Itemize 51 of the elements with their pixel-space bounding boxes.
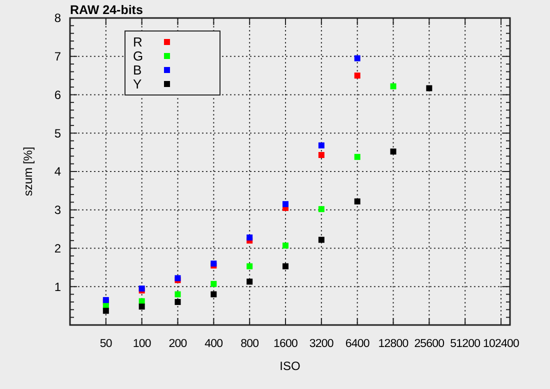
y-tick-label: 7 [54, 50, 62, 64]
point [282, 201, 289, 208]
x-tick-label: 800 [240, 338, 259, 350]
point [138, 298, 145, 304]
point [354, 198, 360, 204]
x-tick-label: 1600 [274, 338, 298, 350]
point [318, 236, 324, 243]
y-tick-label: 3 [54, 203, 62, 218]
chart-title: RAW 24-bits [70, 3, 143, 17]
x-tick-label: 400 [204, 338, 223, 350]
x-axis-title: ISO [280, 359, 300, 373]
point [282, 242, 289, 249]
x-tick-label: 25600 [414, 338, 444, 350]
x-tick-label: 200 [168, 338, 187, 350]
point [354, 72, 360, 79]
x-tick-label: 51200 [450, 338, 480, 350]
x-tick-label: 3200 [309, 338, 334, 350]
x-tick-label: 102400 [483, 338, 520, 350]
y-tick-label: 1 [54, 280, 62, 294]
legend-label: G [133, 48, 144, 64]
point [318, 152, 324, 158]
point [210, 291, 217, 298]
x-tick-label: 50 [100, 338, 112, 350]
point [390, 83, 396, 90]
y-tick-label: 2 [54, 241, 62, 256]
x-tick-label: 6400 [345, 338, 370, 350]
y-axis-title: szum [%] [21, 146, 35, 196]
point [354, 154, 360, 160]
point [246, 278, 253, 285]
x-tick-label: 12800 [378, 338, 408, 350]
point [390, 148, 396, 155]
point [246, 234, 253, 241]
y-tick-label: 4 [54, 164, 62, 179]
x-tick-label: 100 [132, 338, 151, 350]
y-tick-label: 6 [54, 88, 62, 102]
point [174, 298, 181, 305]
legend-label: B [133, 62, 142, 78]
point [246, 263, 253, 270]
point [102, 308, 109, 314]
point [318, 206, 324, 212]
legend-label: Y [133, 76, 142, 92]
point [354, 55, 360, 62]
point [426, 85, 432, 92]
legend-label: R [133, 34, 142, 50]
y-tick-label: 5 [54, 126, 62, 140]
point [174, 291, 181, 298]
y-tick-label: 8 [54, 11, 62, 26]
point [138, 304, 145, 310]
point [318, 142, 324, 148]
point [210, 280, 217, 287]
point [282, 263, 289, 270]
